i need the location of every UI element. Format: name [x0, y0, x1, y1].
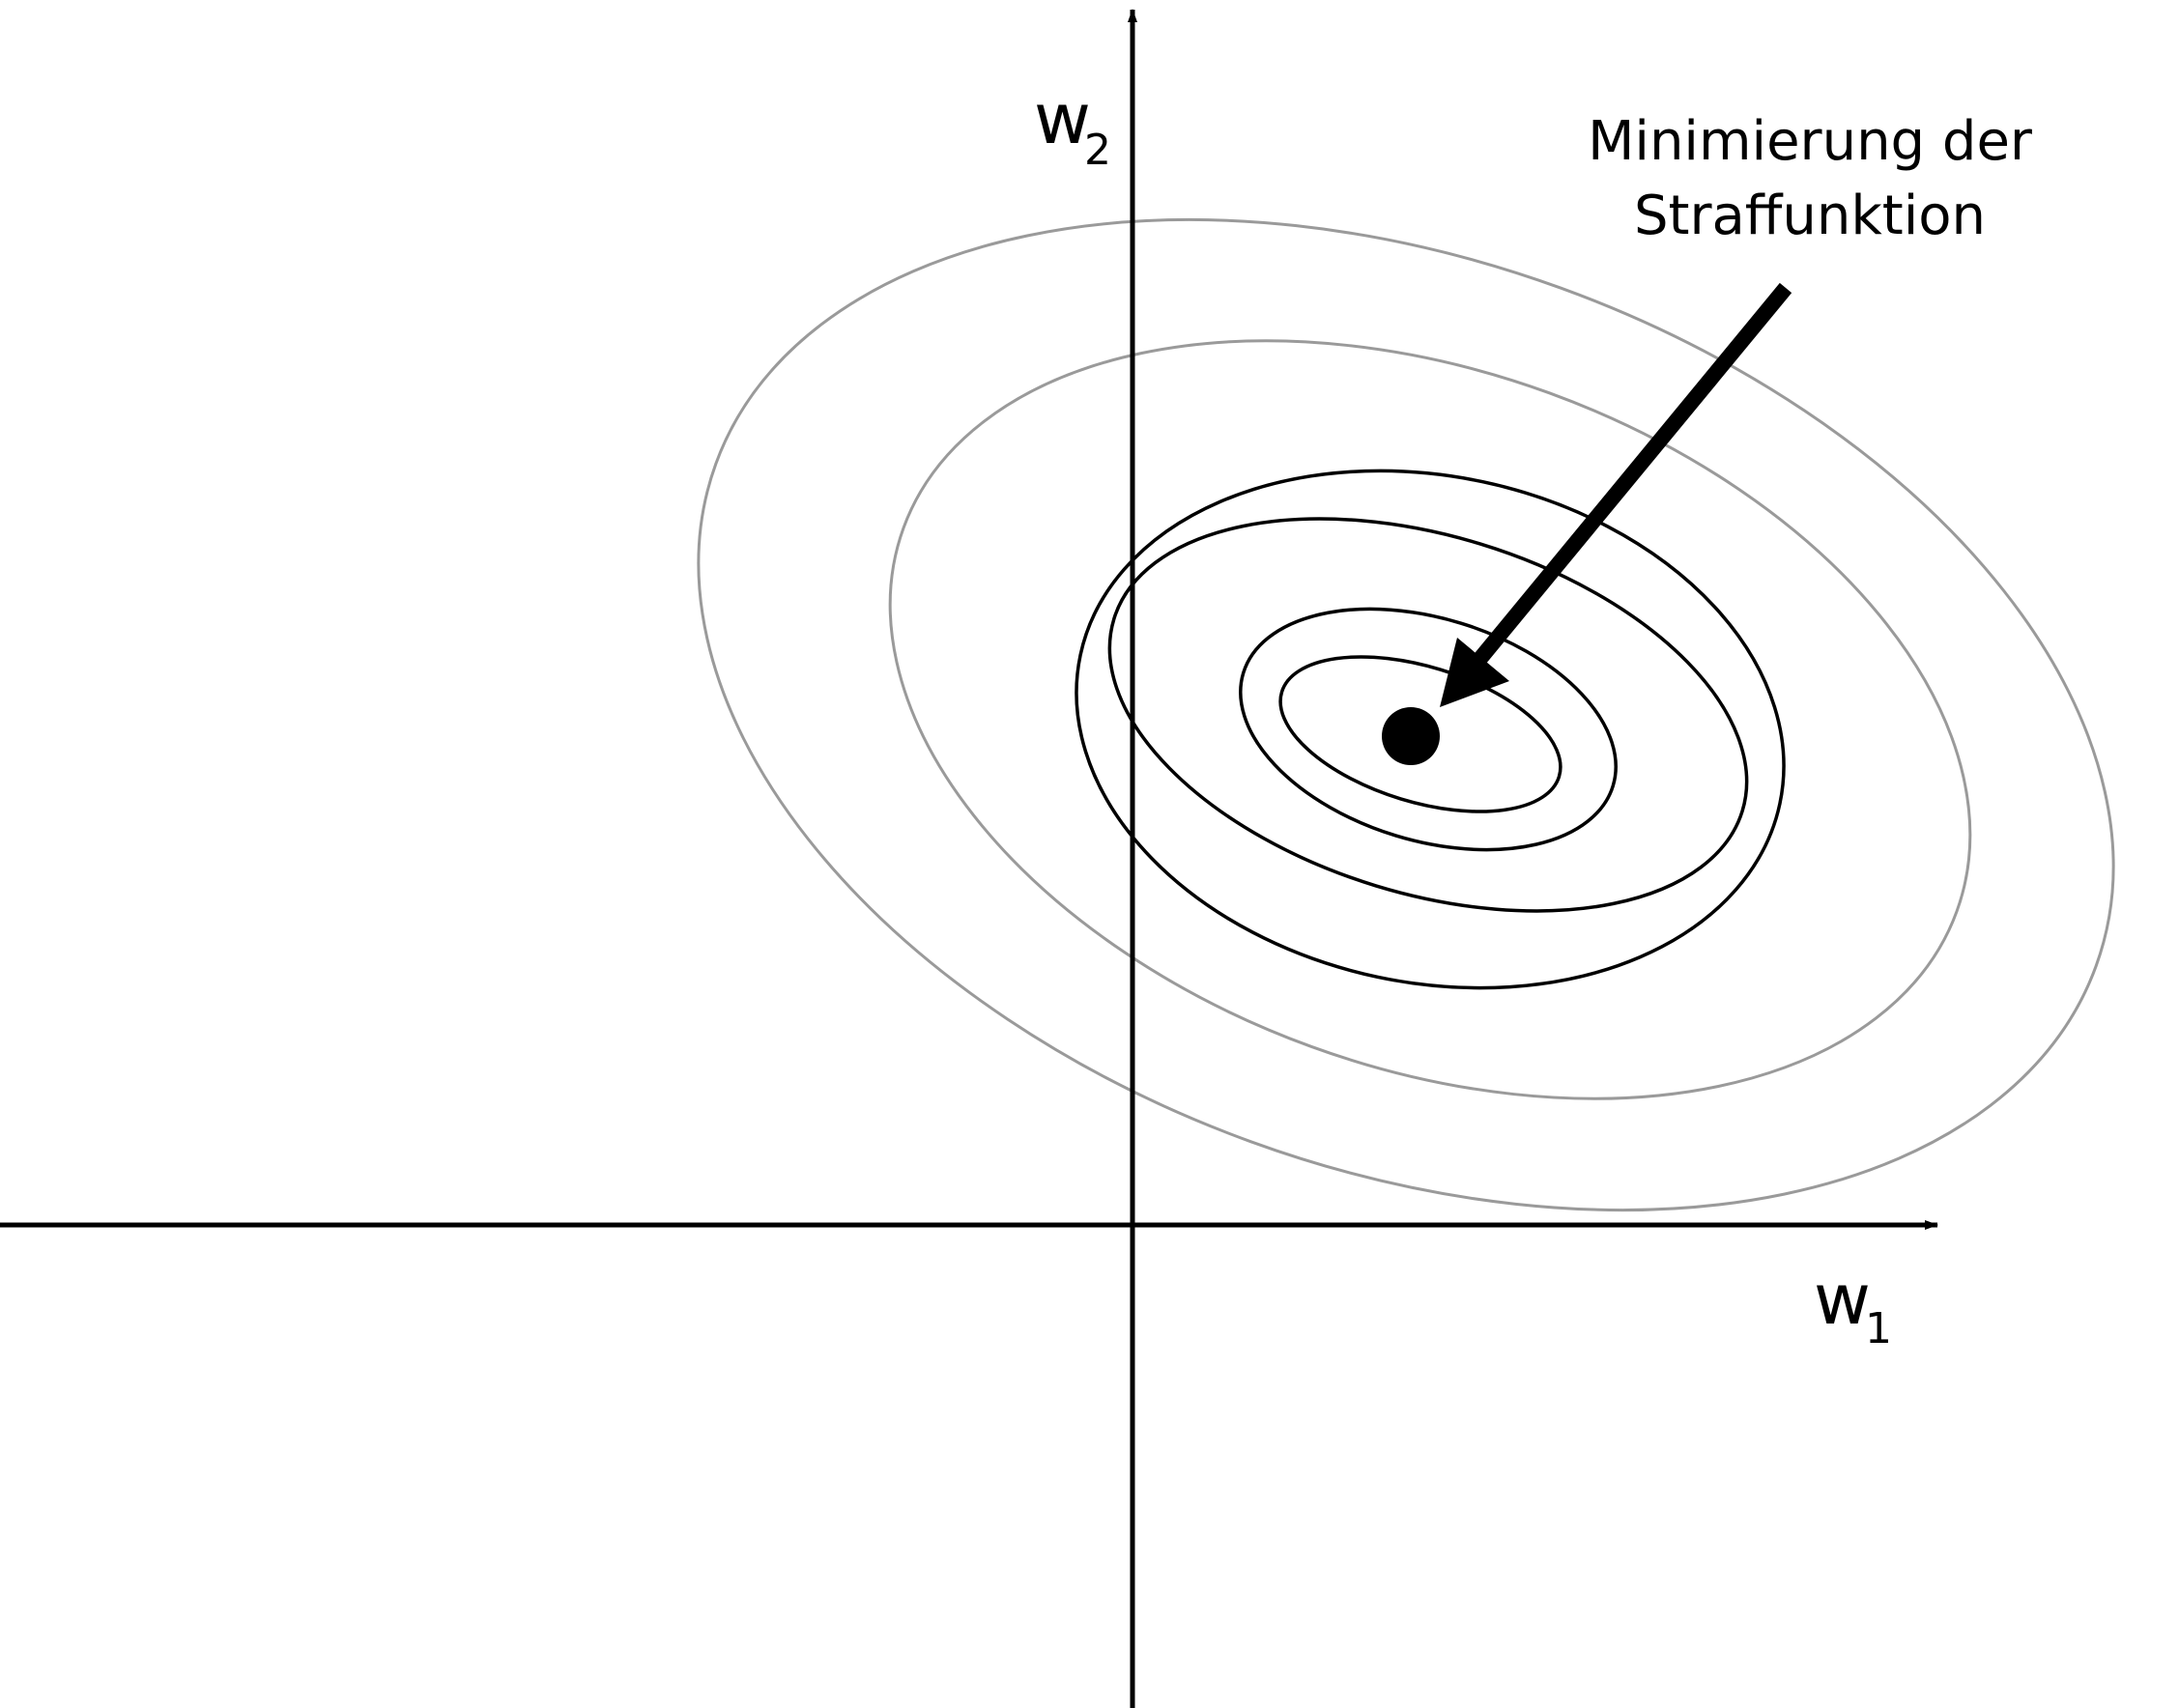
w2-axis-label-main: w: [1034, 78, 1091, 159]
contour-ellipse-outer-2: [888, 339, 1972, 1100]
minimum-point: [1382, 707, 1440, 765]
annotation-arrow-head: [1440, 638, 1509, 707]
w1-axis-label-main: w: [1814, 1259, 1871, 1340]
annotation-line-1: Minimierung der: [1588, 110, 2033, 173]
contour-ellipse-inner-2: [1107, 517, 1749, 913]
contour-ellipse-inner-4: [1278, 655, 1563, 813]
contour-ellipse-outer-1: [697, 218, 2115, 1211]
w2-axis-label-subscript: 2: [1084, 126, 1111, 175]
annotation-line-2: Straffunktion: [1634, 185, 1986, 247]
annotation-arrow-shaft: [1467, 282, 1792, 672]
w1-axis-label: w 1: [1814, 1259, 1892, 1353]
w2-axis-label: w 2: [1034, 78, 1111, 175]
minimum-annotation: Minimierung der Straffunktion: [1588, 110, 2033, 247]
annotation-arrow: [1440, 282, 1792, 707]
w1-axis-label-subscript: 1: [1865, 1304, 1892, 1353]
contour-lines: [697, 218, 2115, 1211]
contour-ellipse-inner-3: [1239, 607, 1618, 852]
contour-ellipse-inner-1: [1075, 469, 1786, 990]
